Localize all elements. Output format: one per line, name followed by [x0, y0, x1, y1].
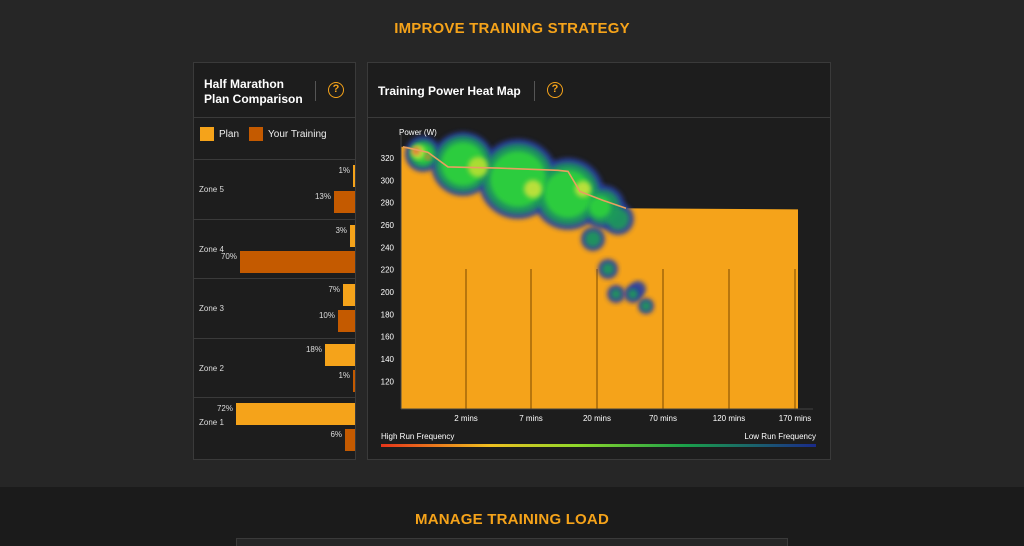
plan-comparison-title: Half Marathon Plan Comparison — [204, 77, 303, 107]
your-training-bar — [345, 429, 355, 451]
zone-row: Zone 5 1% 13% — [194, 159, 355, 218]
heatmap-card: Training Power Heat Map ? 320 300 280 260 24… — [367, 62, 831, 460]
zone-row: Zone 3 7% 10% — [194, 278, 355, 337]
title-line-2: Plan Comparison — [204, 92, 303, 106]
legend-your-training-label: Your Training — [268, 128, 327, 140]
zone-label: Zone 4 — [199, 244, 224, 254]
zone-row: Zone 1 72% 6% — [194, 397, 355, 456]
y-tick-label: 160 — [381, 333, 395, 342]
y-tick-label: 140 — [381, 355, 395, 364]
y-tick-label: 260 — [381, 221, 395, 230]
plan-value: 18% — [305, 344, 322, 354]
your-training-bar — [334, 191, 355, 213]
plan-bar — [350, 224, 355, 247]
y-tick-label: 280 — [381, 199, 395, 208]
zone-row: Zone 2 18% 1% — [194, 337, 355, 397]
header-divider — [534, 81, 535, 101]
plan-comparison-header: Half Marathon Plan Comparison ? — [194, 63, 355, 118]
zone-label: Zone 5 — [199, 185, 224, 194]
your-training-value: 1% — [338, 370, 350, 380]
heat-blob — [575, 181, 591, 197]
heat-blob — [490, 151, 546, 207]
x-tick-label: 2 mins — [454, 414, 478, 423]
plan-bar — [236, 403, 355, 425]
your-training-bar — [240, 250, 355, 273]
x-tick-label: 20 mins — [583, 414, 611, 423]
heatmap-header: Training Power Heat Map ? — [368, 63, 830, 118]
your-training-value: 13% — [314, 192, 331, 201]
x-tick-label: 120 mins — [713, 414, 745, 423]
heat-blob — [611, 289, 621, 299]
heat-blob — [641, 301, 651, 311]
your-training-value: 70% — [220, 251, 237, 261]
zone-label: Zone 1 — [199, 418, 224, 427]
help-icon[interactable]: ? — [328, 82, 344, 98]
header-divider — [315, 81, 316, 101]
your-training-value: 10% — [318, 311, 335, 320]
heat-blob — [607, 208, 629, 230]
legend-plan-label: Plan — [219, 128, 240, 140]
frequency-legend-gradient — [381, 444, 816, 447]
y-tick-label: 240 — [381, 243, 395, 252]
plan-comparison-card: Half Marathon Plan Comparison ? Plan You… — [193, 62, 356, 460]
heat-blob — [628, 289, 638, 299]
your-training-bar — [338, 310, 355, 332]
your-training-swatch — [249, 127, 264, 141]
x-tick-label: 70 mins — [649, 414, 677, 423]
your-training-bar — [353, 369, 355, 392]
x-tick-label: 7 mins — [519, 414, 543, 423]
section-title-manage: MANAGE TRAINING LOAD — [415, 511, 609, 528]
plan-bar — [343, 284, 355, 306]
zone-label: Zone 2 — [199, 363, 224, 373]
x-tick-label: 170 mins — [779, 414, 811, 423]
plan-bar — [353, 165, 355, 187]
plan-value: 3% — [335, 225, 347, 235]
plan-value: 1% — [338, 166, 350, 175]
zone-label: Zone 3 — [199, 304, 224, 313]
y-tick-label: 320 — [381, 154, 395, 163]
legend-low-label: Low Run Frequency — [744, 432, 816, 441]
heat-blob — [524, 180, 542, 198]
title-line-1: Half Marathon — [204, 77, 285, 91]
heat-blob — [585, 231, 601, 247]
zone-row: Zone 4 3% 70% — [194, 218, 355, 278]
y-tick-label: 180 — [381, 310, 395, 319]
section-title-improve: IMPROVE TRAINING STRATEGY — [394, 20, 630, 37]
heat-blob — [425, 154, 431, 160]
plan-value: 7% — [328, 285, 340, 294]
training-load-panel — [236, 538, 788, 546]
y-tick-label: 120 — [381, 377, 395, 386]
heat-blob — [602, 263, 614, 275]
y-tick-label: 200 — [381, 288, 395, 297]
your-training-curve — [402, 146, 627, 210]
plan-value: 72% — [216, 404, 233, 413]
legend-high-label: High Run Frequency — [381, 432, 454, 441]
y-axis-title: Power (W) — [399, 128, 437, 137]
plan-bar — [325, 343, 355, 366]
y-tick-label: 220 — [381, 266, 395, 275]
heatmap-title: Training Power Heat Map — [378, 84, 521, 98]
legend: Plan Your Training — [200, 127, 337, 141]
your-training-value: 6% — [330, 430, 342, 439]
y-tick-label: 300 — [381, 176, 395, 185]
bottom-section-band — [0, 487, 1024, 546]
plan-swatch — [200, 127, 214, 141]
help-icon[interactable]: ? — [547, 82, 563, 98]
heatmap-chart: 320 300 280 260 240 220 200 180 160 140 120 2 mins 7… — [381, 128, 816, 447]
